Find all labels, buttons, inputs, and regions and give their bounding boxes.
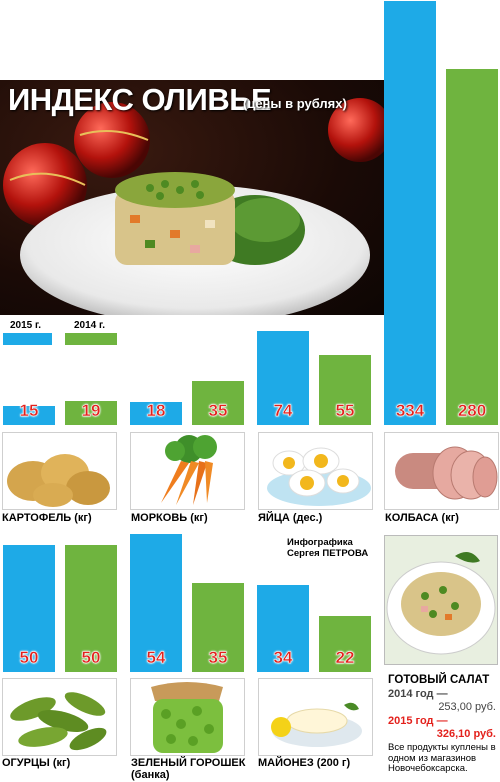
carrot-icon — [130, 432, 245, 510]
bar-y2015-5 — [130, 534, 182, 672]
bar-y2014-0 — [65, 400, 117, 425]
label-peas-line1: ЗЕЛЕНЫЙ ГОРОШЕК — [131, 757, 246, 769]
value-label-y2015-2: 74 — [273, 401, 293, 420]
label-potato: КАРТОФЕЛЬ (кг) — [2, 512, 92, 524]
bar-y2014-1 — [192, 380, 244, 425]
label-pickles: ОГУРЦЫ (кг) — [2, 757, 71, 769]
sausage-icon — [384, 432, 499, 510]
ready-salad-heading: ГОТОВЫЙ САЛАТ — [388, 674, 490, 686]
bar-y2014-4 — [65, 544, 117, 672]
value-label-y2014-2: 55 — [335, 401, 355, 420]
bar-y2015-6 — [257, 585, 309, 672]
bar-y2015-2 — [257, 331, 309, 425]
value-label-y2015-6: 34 — [273, 648, 293, 667]
value-label-y2014-5: 35 — [208, 648, 228, 667]
credit-line1: Инфографика — [287, 537, 353, 548]
salad-banner-photo — [0, 80, 385, 315]
chart-title: ИНДЕКС ОЛИВЬЕ — [8, 82, 272, 117]
label-peas: ЗЕЛЕНЫЙ ГОРОШЕК (банка) — [131, 757, 245, 781]
value-label-y2014-1: 35 — [208, 401, 228, 420]
chart-subtitle: (цены в рублях) — [243, 96, 347, 111]
label-sausage: КОЛБАСА (кг) — [385, 512, 459, 524]
total-2015-value: 326,10 руб. — [436, 728, 496, 740]
bar-y2014-6 — [319, 615, 371, 672]
label-carrot: МОРКОВЬ (кг) — [131, 512, 208, 524]
bar-y2015-0 — [3, 405, 55, 425]
bar-y2014-2 — [319, 355, 371, 425]
label-mayonnaise: МАЙОНЕЗ (200 г) — [258, 757, 351, 769]
peas-jar-icon — [130, 678, 245, 756]
ready-salad-photo — [384, 535, 498, 665]
label-eggs: ЯЙЦА (дес.) — [258, 512, 323, 524]
bar-y2015-1 — [130, 402, 182, 425]
pickle-icon — [2, 678, 117, 756]
purchase-note: Все продукты куплены в одном из магазино… — [388, 742, 496, 774]
credit-line2: Сергея ПЕТРОВА — [287, 548, 369, 559]
legend-swatch-2014 — [65, 333, 117, 345]
legend-label-2014: 2014 г. — [74, 320, 105, 331]
total-2014-label: 2014 год — — [388, 688, 448, 700]
value-label-y2015-3: 334 — [395, 401, 425, 420]
potato-icon — [2, 432, 117, 510]
bar-y2014-5 — [192, 582, 244, 672]
value-label-y2014-3: 280 — [457, 401, 487, 420]
value-label-y2015-4: 50 — [19, 648, 39, 667]
label-peas-line2: (банка) — [131, 769, 170, 781]
legend-label-2015: 2015 г. — [10, 320, 41, 331]
mayonnaise-icon — [258, 678, 373, 756]
value-label-y2014-6: 22 — [335, 648, 355, 667]
egg-icon — [258, 432, 373, 510]
total-2014-value: 253,00 руб. — [438, 701, 496, 713]
value-label-y2014-4: 50 — [81, 648, 101, 667]
legend-swatch-2015 — [3, 333, 52, 345]
total-2015-label: 2015 год — — [388, 715, 448, 727]
bar-y2014-3 — [446, 69, 498, 425]
banner-illustration — [3, 98, 385, 315]
value-label-y2015-0: 15 — [19, 401, 39, 420]
value-label-y2015-5: 54 — [146, 648, 166, 667]
credit: Инфографика Сергея ПЕТРОВА — [287, 537, 368, 559]
value-label-y2014-0: 19 — [81, 401, 101, 420]
bar-y2015-4 — [3, 544, 55, 672]
bar-y2015-3 — [384, 0, 436, 425]
value-label-y2015-1: 18 — [146, 401, 166, 420]
